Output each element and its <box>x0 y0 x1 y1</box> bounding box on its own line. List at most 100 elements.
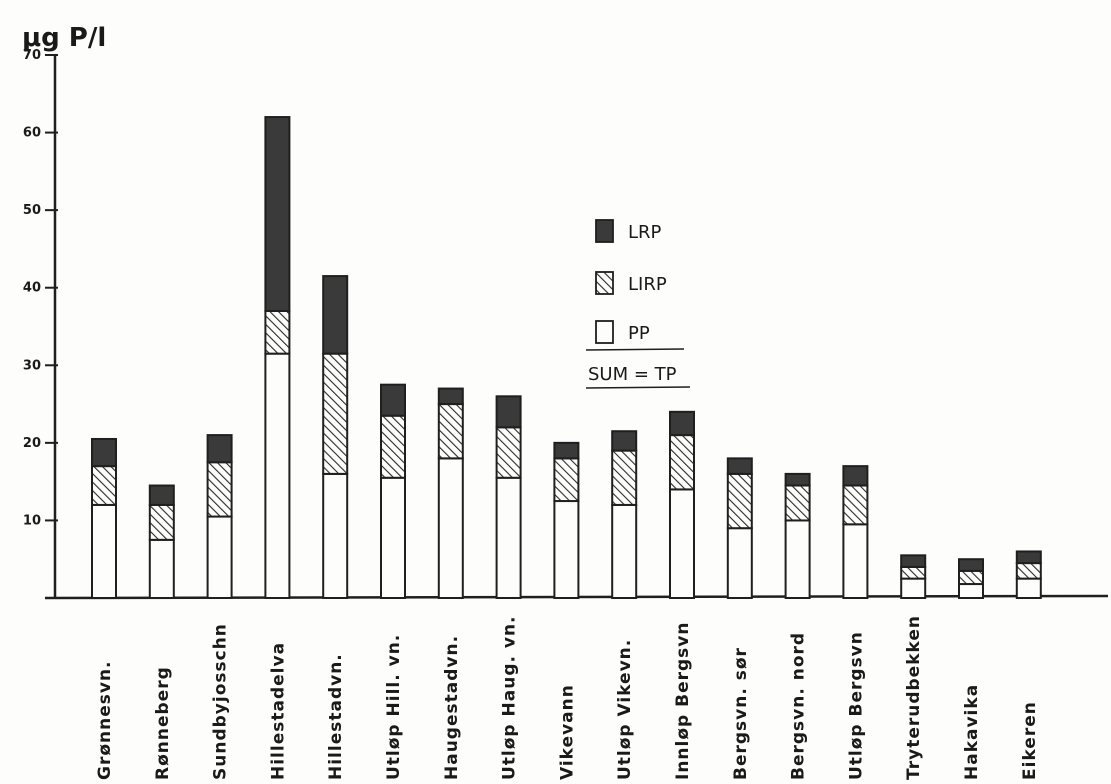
y-axis-label: μg P/l <box>22 23 106 53</box>
bar-stack <box>206 434 233 599</box>
bars <box>91 116 1042 600</box>
legend-sum-underline <box>585 386 691 389</box>
bar-segment-lrp <box>842 465 869 487</box>
legend: LRP LIRP PP SUM = TP <box>585 219 691 389</box>
bar-stack <box>958 558 984 600</box>
y-tick-label: 10 <box>23 513 41 528</box>
category-label: Hakavika <box>962 684 982 780</box>
bar-stack <box>495 395 522 599</box>
bar-segment-pp <box>148 538 175 599</box>
bar-stack <box>264 116 291 599</box>
bar-segment-pp <box>726 527 753 600</box>
bar-segment-lrp <box>91 437 117 468</box>
category-label: Utløp Haug. vn. <box>500 615 520 780</box>
category-label: Utløp Bergsvn <box>846 631 866 780</box>
y-tick-label: 50 <box>23 203 41 218</box>
bar-segment-lirp <box>91 465 117 506</box>
bar-segment-lirp <box>784 484 811 522</box>
category-label: Innløp Bergsvn <box>673 622 693 780</box>
bar-segment-lrp <box>611 430 638 452</box>
bar-segment-pp <box>437 457 464 599</box>
bar-segment-pp <box>900 577 927 599</box>
bar-segment-lrp <box>553 441 580 460</box>
category-labels: Grønnesvn. Rønneberg Sundbyjosschn Hillesta… <box>95 615 1040 780</box>
bar-segment-pp <box>91 503 117 599</box>
bar-segment-pp <box>784 519 811 600</box>
bar-segment-lrp <box>900 554 927 568</box>
bar-segment-lirp <box>669 434 695 491</box>
bar-stack <box>322 275 349 599</box>
bar-stack <box>900 554 927 599</box>
category-label: Rønneberg <box>153 666 173 780</box>
bar-segment-pp <box>958 583 984 600</box>
bar-segment-lrp <box>437 387 464 406</box>
category-label: Grønnesvn. <box>95 660 115 780</box>
category-label: Bergsvn. nord <box>789 632 809 780</box>
bar-segment-pp <box>1015 577 1042 599</box>
bar-stack <box>380 383 406 599</box>
bar-segment-lrp <box>380 383 406 417</box>
bar-segment-pp <box>380 476 406 599</box>
bar-segment-lrp <box>495 395 522 429</box>
bar-segment-lrp <box>264 116 291 312</box>
bar-segment-pp <box>669 488 695 599</box>
bar-segment-lirp <box>380 414 406 479</box>
category-label: Vikevann <box>557 684 577 780</box>
bar-segment-lirp <box>322 352 349 475</box>
bar-segment-lrp <box>784 472 811 487</box>
bar-segment-pp <box>611 503 638 599</box>
legend-label-lrp: LRP <box>628 222 662 243</box>
y-tick-label: 40 <box>23 281 41 296</box>
category-label: Bergsvn. sør <box>731 647 751 780</box>
bar-stack <box>726 457 753 600</box>
bar-stack <box>148 484 175 599</box>
bar-segment-pp <box>264 352 291 599</box>
bar-stack <box>669 410 695 599</box>
bar-segment-lrp <box>958 558 984 572</box>
legend-label-lirp: LIRP <box>628 274 667 295</box>
y-tick-label: 60 <box>23 126 41 141</box>
bar-segment-lrp <box>148 484 175 506</box>
bar-segment-lrp <box>206 434 233 464</box>
bar-segment-lirp <box>264 309 291 355</box>
category-label: Haugestadvn. <box>442 635 462 780</box>
category-label: Utløp Hill. vn. <box>384 634 404 780</box>
bar-segment-lrp <box>322 275 349 355</box>
bar-segment-pp <box>553 500 580 599</box>
category-label: Sundbyjosschn <box>211 623 231 780</box>
bar-stack <box>553 441 580 599</box>
bar-segment-lirp <box>495 426 522 479</box>
legend-label-pp: PP <box>628 323 650 344</box>
category-label: Hillestadelva <box>268 642 288 780</box>
bar-segment-lirp <box>958 569 984 586</box>
legend-swatch-lirp <box>595 271 614 295</box>
bar-segment-pp <box>322 472 349 599</box>
bar-segment-lirp <box>726 472 753 530</box>
y-tick-label: 70 <box>23 48 41 63</box>
category-label: Eikeren <box>1020 701 1040 780</box>
bar-stack <box>437 387 464 599</box>
bar-segment-pp <box>206 515 233 599</box>
bar-segment-lirp <box>1015 562 1042 580</box>
y-tick-label: 30 <box>23 358 41 373</box>
category-label: Hillestadvn. <box>326 653 346 780</box>
bar-segment-lirp <box>900 565 927 580</box>
bar-stack <box>784 472 811 600</box>
bar-segment-pp <box>495 476 522 599</box>
legend-sum-line <box>585 348 685 351</box>
bar-stack <box>91 437 117 599</box>
bar-segment-lirp <box>437 403 464 460</box>
category-label: Tryterudbekken <box>904 615 924 780</box>
bar-segment-lirp <box>611 449 638 506</box>
bar-segment-lirp <box>206 461 233 518</box>
bar-segment-lrp <box>669 410 695 437</box>
bar-stack <box>1015 550 1042 599</box>
bar-segment-lirp <box>553 457 580 503</box>
bar-segment-lrp <box>726 457 753 475</box>
bar-segment-lirp <box>148 503 175 541</box>
legend-swatch-pp <box>595 320 614 344</box>
bar-segment-lrp <box>1015 550 1042 565</box>
bar-stack <box>611 430 638 599</box>
